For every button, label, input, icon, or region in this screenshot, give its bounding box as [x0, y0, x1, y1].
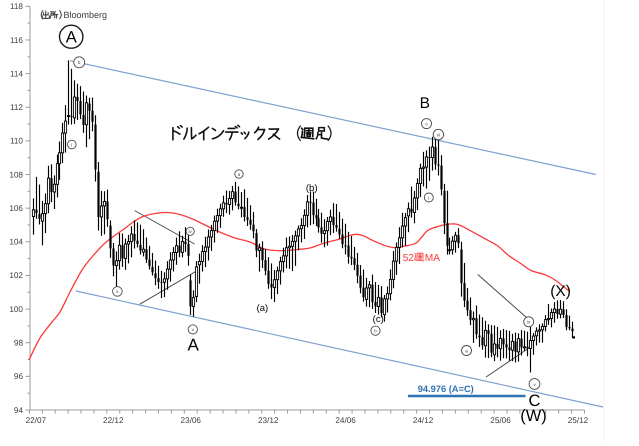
svg-text:98: 98 — [14, 339, 24, 348]
svg-text:24/12: 24/12 — [413, 416, 434, 425]
svg-text:(X): (X) — [550, 283, 571, 300]
svg-text:108: 108 — [9, 170, 23, 179]
svg-text:112: 112 — [10, 103, 23, 112]
svg-text:iv: iv — [189, 229, 193, 234]
svg-text:c: c — [425, 121, 428, 126]
svg-text:v: v — [192, 327, 195, 332]
svg-text:23/06: 23/06 — [181, 416, 202, 425]
svg-text:106: 106 — [9, 204, 23, 213]
svg-text:114: 114 — [10, 69, 23, 78]
svg-text:116: 116 — [10, 36, 23, 45]
svg-text:A: A — [188, 336, 200, 355]
svg-text:iv: iv — [527, 320, 531, 325]
svg-text:52: 52 — [403, 253, 415, 264]
svg-text:(b): (b) — [306, 183, 318, 194]
svg-text:B: B — [420, 95, 430, 112]
svg-text:(a): (a) — [257, 303, 269, 314]
svg-text:MA: MA — [425, 253, 440, 264]
svg-text:25/06: 25/06 — [490, 416, 511, 425]
svg-text:i: i — [71, 142, 72, 147]
svg-text:iii: iii — [437, 132, 440, 137]
svg-text:94.976 (A=C): 94.976 (A=C) — [418, 384, 474, 394]
svg-text:102: 102 — [9, 271, 23, 280]
svg-text:b: b — [374, 329, 377, 334]
svg-text:22/07: 22/07 — [26, 416, 47, 425]
svg-text:22/12: 22/12 — [103, 416, 124, 425]
svg-text:b: b — [78, 60, 81, 65]
svg-text:ii: ii — [116, 289, 118, 294]
svg-text:a: a — [465, 348, 468, 353]
svg-text:(c): (c) — [373, 314, 384, 325]
svg-text:94: 94 — [14, 406, 24, 415]
svg-text:110: 110 — [10, 137, 23, 146]
svg-text:104: 104 — [9, 238, 23, 247]
svg-text:118: 118 — [10, 2, 23, 11]
svg-text:23/12: 23/12 — [258, 416, 279, 425]
svg-text:Bloomberg: Bloomberg — [64, 10, 108, 20]
svg-text:(W): (W) — [520, 407, 547, 425]
svg-text:96: 96 — [14, 372, 24, 381]
svg-text:24/06: 24/06 — [335, 416, 356, 425]
svg-text:v: v — [533, 382, 536, 387]
svg-text:C: C — [529, 392, 541, 410]
svg-text:25/12: 25/12 — [568, 416, 589, 425]
svg-text:a: a — [238, 172, 241, 177]
svg-text:i: i — [428, 195, 429, 200]
svg-text:100: 100 — [9, 305, 23, 314]
svg-text:A: A — [66, 29, 77, 47]
